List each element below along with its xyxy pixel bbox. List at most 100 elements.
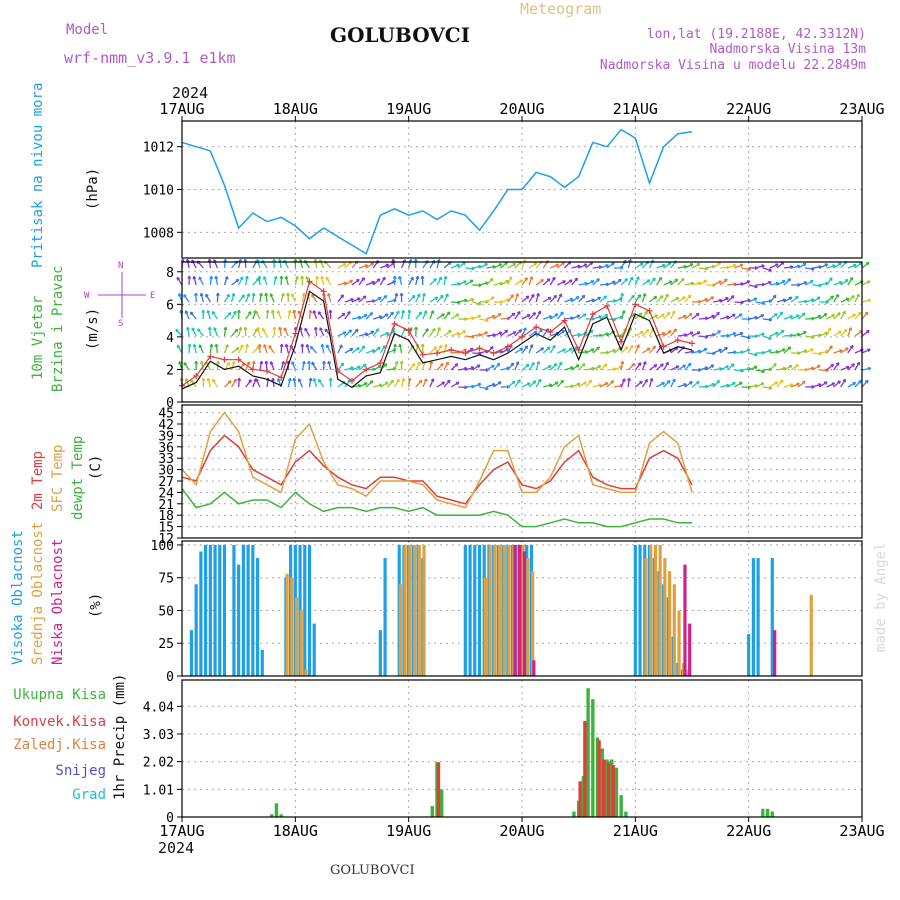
wind-barb-head <box>498 331 503 336</box>
wind-barb <box>571 333 581 337</box>
bar <box>518 544 522 676</box>
wind-barb <box>585 299 595 303</box>
wind-barb-head <box>256 326 261 331</box>
wind-barb <box>337 312 346 320</box>
wind-barb-head <box>703 347 708 352</box>
wind-barb-head <box>569 297 574 302</box>
wind-barb <box>755 369 765 373</box>
wind-barb <box>337 362 345 371</box>
wind-barb-head <box>547 296 552 301</box>
wind-barb-head <box>864 379 869 384</box>
wind-barb <box>393 378 400 388</box>
wind-barb-head <box>189 311 194 316</box>
wind-barb <box>238 276 244 286</box>
wind-barb <box>465 298 475 303</box>
gust-marker <box>490 350 497 357</box>
wind-barb <box>287 378 291 388</box>
wind-barb <box>521 314 531 320</box>
wind-barb <box>656 313 665 320</box>
wind-barb-head <box>206 377 211 382</box>
wind-barb <box>493 313 502 320</box>
wind-barb-head <box>725 365 729 369</box>
x-tick-label-bottom: 17AUG <box>159 822 204 840</box>
wind-barb-head <box>842 378 847 383</box>
wind-barb <box>493 381 502 388</box>
wind-barb-head <box>233 378 237 383</box>
wind-barb-head <box>644 310 648 315</box>
wind-barb <box>634 294 642 303</box>
wind-barb-head <box>828 277 833 281</box>
wind-barb-head <box>363 314 368 318</box>
wind-barb-head <box>273 275 278 280</box>
wind-barb <box>451 282 461 286</box>
wind-barb <box>479 386 489 390</box>
y-tick-label: 39 <box>158 429 174 444</box>
wind-barb-head <box>642 293 647 297</box>
wind-barb-head <box>378 315 383 319</box>
wind-barb-head <box>477 382 482 387</box>
x-tick-label-top: 19AUG <box>386 100 431 118</box>
wind-barb-head <box>411 363 416 367</box>
wind-barb-head <box>177 293 182 297</box>
y-tick-label: 33 <box>158 452 174 467</box>
wind-barb <box>408 309 411 320</box>
wind-barb <box>191 259 197 269</box>
wind-barb <box>571 364 580 371</box>
wind-barb <box>191 327 197 337</box>
wind-barb-head <box>674 278 679 283</box>
x-tick-label-top: 18AUG <box>273 100 318 118</box>
wind-barb-head <box>287 309 292 314</box>
wind-barb <box>507 344 513 354</box>
wind-barb-head <box>227 312 232 316</box>
wind-barb-head <box>739 381 743 386</box>
wind-barb <box>840 347 849 354</box>
wind-barb-head <box>768 336 772 341</box>
wind-barb-head <box>849 276 854 281</box>
panel-wind: 0 2 4 6 8 <box>166 258 872 411</box>
wind-barb-head <box>640 331 644 335</box>
wind-barb-head <box>732 332 737 336</box>
wind-barb <box>854 262 863 269</box>
wind-barb-head <box>445 293 449 297</box>
wind-barb-head <box>682 364 686 369</box>
wind-barb-head <box>835 362 840 366</box>
wind-barb-head <box>328 377 333 381</box>
bar <box>532 660 536 676</box>
wind-barb-head <box>801 312 806 317</box>
wind-barb <box>762 386 772 389</box>
wind-barb <box>670 278 679 286</box>
wind-barb-head <box>382 344 386 349</box>
wind-barb-head <box>339 344 343 348</box>
wind-barb <box>185 310 190 320</box>
wind-barb-head <box>511 312 516 317</box>
wind-barb <box>861 330 870 337</box>
wind-barb <box>436 381 445 388</box>
wind-barb-head <box>257 275 262 279</box>
gust-marker <box>306 278 313 285</box>
series-line <box>181 488 692 528</box>
wind-barb-head <box>867 348 871 353</box>
wind-barb-head <box>519 347 524 352</box>
wind-barb <box>847 345 854 354</box>
wind-barb-head <box>867 366 872 371</box>
wind-barb-head <box>401 309 405 314</box>
wind-barb-head <box>297 378 302 382</box>
wind-barb <box>726 295 735 303</box>
wind-barb <box>493 331 503 337</box>
wind-barb-head <box>710 364 715 369</box>
wind-barb <box>291 293 296 303</box>
wind-barb <box>840 279 849 286</box>
legend-hail: Grad <box>72 787 106 803</box>
wind-barb <box>606 262 615 269</box>
wind-barb-head <box>711 382 716 387</box>
bar <box>299 610 303 676</box>
wind-barb <box>319 259 325 269</box>
wind-barb <box>479 282 489 286</box>
bar <box>513 544 517 676</box>
wind-barb <box>812 352 822 355</box>
wind-barb-head <box>199 360 204 365</box>
wind-barb-head <box>730 363 735 367</box>
wind-barb-head <box>176 276 181 281</box>
wind-barb <box>734 332 744 337</box>
wind-barb <box>268 345 275 354</box>
